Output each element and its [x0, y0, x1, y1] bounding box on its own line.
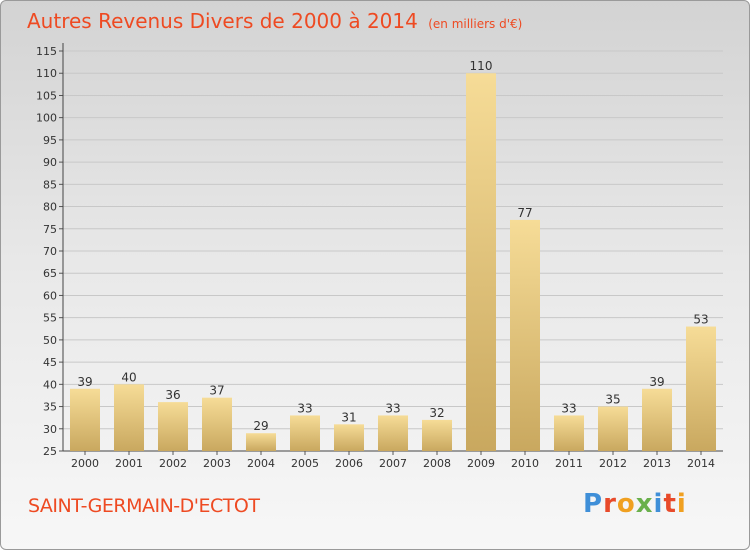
- bar: [598, 406, 628, 451]
- chart-title: Autres Revenus Divers de 2000 à 2014 (en…: [27, 9, 522, 33]
- y-tick-label: 70: [43, 245, 57, 258]
- bar: [422, 419, 452, 451]
- logo-letter: r: [603, 489, 617, 519]
- bar: [554, 415, 584, 451]
- x-tick-label: 2004: [247, 457, 275, 470]
- x-tick-label: 2008: [423, 457, 451, 470]
- chart-title-main: Autres Revenus Divers de 2000 à 2014: [27, 9, 418, 33]
- y-tick-label: 75: [43, 223, 57, 236]
- bar: [510, 219, 540, 451]
- bar-value-label: 32: [429, 406, 444, 420]
- bar-value-label: 53: [693, 313, 708, 327]
- bar-value-label: 39: [77, 375, 92, 389]
- bar-value-label: 33: [297, 401, 312, 415]
- bar-value-label: 110: [470, 59, 493, 73]
- bar-value-label: 33: [385, 401, 400, 415]
- y-tick-label: 85: [43, 178, 57, 191]
- y-tick-label: 60: [43, 289, 57, 302]
- bar: [114, 384, 144, 451]
- x-tick-label: 2010: [511, 457, 539, 470]
- bar-value-label: 37: [209, 384, 224, 398]
- logo-letter: i: [676, 489, 687, 519]
- x-tick-label: 2012: [599, 457, 627, 470]
- bar-value-label: 77: [517, 206, 532, 220]
- y-tick-label: 35: [43, 401, 57, 414]
- bar: [290, 415, 320, 451]
- x-tick-label: 2002: [159, 457, 187, 470]
- x-tick-label: 2014: [687, 457, 715, 470]
- y-tick-label: 65: [43, 267, 57, 280]
- bar-value-label: 29: [253, 419, 268, 433]
- logo-letter: i: [653, 489, 664, 519]
- x-tick-label: 2007: [379, 457, 407, 470]
- y-tick-label: 40: [43, 378, 57, 391]
- x-tick-label: 2000: [71, 457, 99, 470]
- logo-letter: P: [583, 489, 604, 519]
- proxiti-logo: Proxiti: [583, 489, 687, 519]
- place-name: SAINT-GERMAIN-D'ECTOT: [28, 495, 260, 517]
- bar-value-label: 40: [121, 370, 136, 384]
- logo-letter: t: [663, 489, 677, 519]
- y-tick-label: 110: [36, 67, 57, 80]
- y-tick-label: 25: [43, 445, 57, 458]
- bar: [246, 433, 276, 451]
- bar-value-label: 31: [341, 410, 356, 424]
- x-tick-label: 2013: [643, 457, 671, 470]
- y-tick-label: 115: [36, 45, 57, 58]
- bar: [378, 415, 408, 451]
- x-tick-label: 2006: [335, 457, 363, 470]
- logo-letter: o: [616, 489, 636, 519]
- y-tick-label: 45: [43, 356, 57, 369]
- x-tick-label: 2011: [555, 457, 583, 470]
- bar: [466, 73, 496, 451]
- x-tick-label: 2009: [467, 457, 495, 470]
- bar: [334, 424, 364, 451]
- y-tick-label: 90: [43, 156, 57, 169]
- logo-letter: x: [635, 489, 654, 519]
- bar: [642, 388, 672, 451]
- bar-value-label: 35: [605, 393, 620, 407]
- bar: [202, 397, 232, 451]
- chart-subtitle: (en milliers d'€): [428, 17, 523, 31]
- y-tick-label: 80: [43, 201, 57, 214]
- y-tick-label: 100: [36, 112, 57, 125]
- bar-value-label: 39: [649, 375, 664, 389]
- y-tick-label: 95: [43, 134, 57, 147]
- bar: [158, 402, 188, 451]
- x-tick-label: 2003: [203, 457, 231, 470]
- x-tick-label: 2005: [291, 457, 319, 470]
- y-tick-label: 105: [36, 89, 57, 102]
- bar-value-label: 33: [561, 401, 576, 415]
- x-tick-label: 2001: [115, 457, 143, 470]
- bar-value-label: 36: [165, 388, 180, 402]
- y-tick-label: 55: [43, 312, 57, 325]
- bar: [70, 388, 100, 451]
- y-tick-label: 50: [43, 334, 57, 347]
- y-tick-label: 30: [43, 423, 57, 436]
- bar: [686, 326, 716, 451]
